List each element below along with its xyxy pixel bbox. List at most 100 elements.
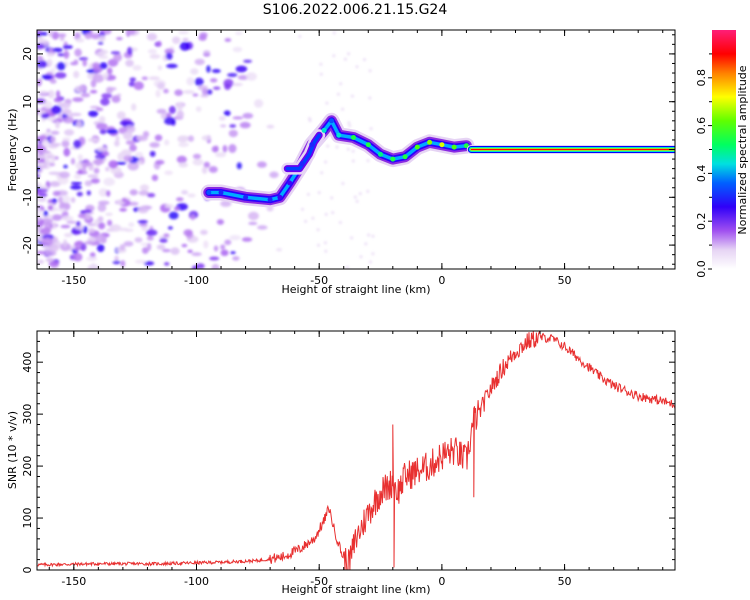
noise-speck — [138, 190, 150, 196]
noise-speck — [97, 203, 107, 212]
noise-speck — [63, 50, 70, 60]
noise-speck — [40, 158, 45, 163]
noise-speck — [211, 145, 219, 153]
noise-speck — [220, 249, 229, 256]
noise-speck — [125, 59, 134, 67]
noise-speck — [59, 171, 70, 179]
noise-speck — [229, 124, 237, 128]
noise-speck — [325, 101, 329, 105]
noise-speck — [215, 152, 227, 158]
noise-speck — [77, 154, 83, 161]
noise-speck — [159, 238, 168, 243]
noise-speck — [235, 31, 243, 35]
ridge-point — [277, 194, 283, 200]
noise-speck — [170, 247, 180, 255]
spectrogram-xlabel: Height of straight line (km) — [281, 283, 430, 296]
noise-speck — [338, 221, 342, 224]
noise-speck — [52, 221, 57, 230]
snr-ylabel: SNR (10 * v/v) — [6, 411, 19, 489]
noise-speck — [96, 146, 108, 152]
noise-speck — [129, 189, 138, 196]
noise-speck — [102, 72, 109, 80]
noise-speck — [149, 54, 161, 59]
y-tick-label: 100 — [21, 508, 34, 529]
noise-speck — [179, 135, 190, 142]
ridge-point — [451, 144, 457, 150]
noise-speck — [228, 129, 238, 138]
noise-speck — [120, 149, 132, 156]
noise-speck — [41, 74, 53, 80]
snr-ticks: -150 -100 -50 0 50 0 100 200 300 400 — [21, 331, 675, 588]
noise-speck — [331, 211, 335, 215]
noise-speck — [149, 150, 156, 157]
noise-speck — [41, 237, 53, 247]
noise-speck — [56, 90, 61, 99]
noise-speck — [49, 79, 57, 84]
noise-speck — [164, 170, 173, 175]
noise-speck — [135, 151, 144, 158]
y-tick-label: 20 — [21, 47, 34, 61]
noise-speck — [308, 117, 311, 120]
noise-speck — [368, 260, 372, 264]
noise-speck — [128, 81, 136, 87]
noise-speck — [164, 204, 174, 208]
noise-speck — [143, 261, 155, 266]
snr-panel: -150 -100 -50 0 50 0 100 200 300 400 Height of st… — [6, 330, 676, 596]
noise-speck — [70, 158, 76, 165]
noise-speck — [80, 92, 91, 98]
noise-speck — [96, 122, 108, 130]
noise-speck — [70, 185, 82, 190]
noise-speck — [112, 260, 121, 265]
noise-speck — [301, 207, 304, 211]
noise-speck — [142, 247, 149, 254]
noise-speck — [239, 121, 251, 129]
noise-speck — [345, 265, 349, 269]
noise-speck — [206, 65, 211, 73]
noise-speck — [211, 263, 220, 269]
noise-speck — [369, 127, 373, 131]
noise-speck — [209, 256, 220, 261]
noise-speck — [37, 207, 42, 217]
noise-speck — [128, 222, 135, 227]
noise-speck — [317, 191, 321, 195]
noise-speck — [93, 167, 100, 174]
noise-speck — [232, 256, 240, 261]
noise-speck — [155, 89, 161, 98]
noise-speck — [127, 161, 139, 171]
noise-speck — [113, 52, 122, 62]
noise-speck — [46, 128, 51, 133]
y-tick-label: -20 — [21, 236, 34, 254]
noise-speck — [355, 199, 359, 203]
noise-speck — [164, 262, 170, 266]
noise-speck — [347, 52, 351, 56]
noise-speck — [42, 245, 50, 251]
noise-speck — [47, 244, 60, 252]
noise-speck — [220, 244, 226, 250]
noise-speck — [73, 252, 83, 262]
noise-speck — [96, 51, 106, 56]
noise-speck — [83, 209, 92, 214]
noise-speck — [37, 188, 49, 193]
noise-speck — [79, 84, 87, 92]
noise-speck — [90, 178, 100, 184]
noise-speck — [70, 197, 76, 203]
noise-speck — [157, 82, 165, 90]
noise-speck — [220, 124, 227, 128]
noise-speck — [120, 260, 126, 268]
noise-speck — [98, 55, 109, 59]
noise-speck — [75, 38, 85, 43]
noise-speck — [78, 167, 83, 175]
noise-speck — [74, 241, 82, 246]
noise-speck — [257, 161, 267, 168]
noise-speck — [213, 86, 221, 90]
noise-speck — [203, 161, 210, 168]
noise-speck — [266, 124, 275, 129]
noise-speck — [114, 140, 120, 147]
noise-speck — [76, 120, 83, 129]
noise-speck — [208, 166, 218, 173]
noise-speck — [80, 161, 93, 167]
noise-speck — [335, 145, 339, 149]
noise-speck — [99, 116, 106, 124]
noise-speck — [86, 256, 98, 262]
noise-speck — [52, 47, 63, 53]
